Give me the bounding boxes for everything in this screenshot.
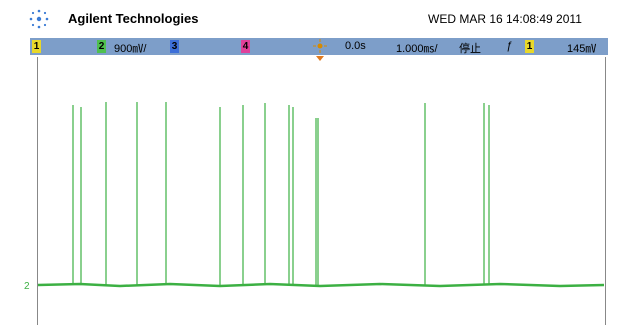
oscilloscope-screen: Agilent Technologies WED MAR 16 14:08:49… [0, 0, 622, 332]
trace-marker: 2 [24, 281, 30, 292]
trigger-position-marker [316, 56, 324, 61]
trace [38, 102, 604, 286]
waveform-area: 2 [0, 0, 622, 332]
